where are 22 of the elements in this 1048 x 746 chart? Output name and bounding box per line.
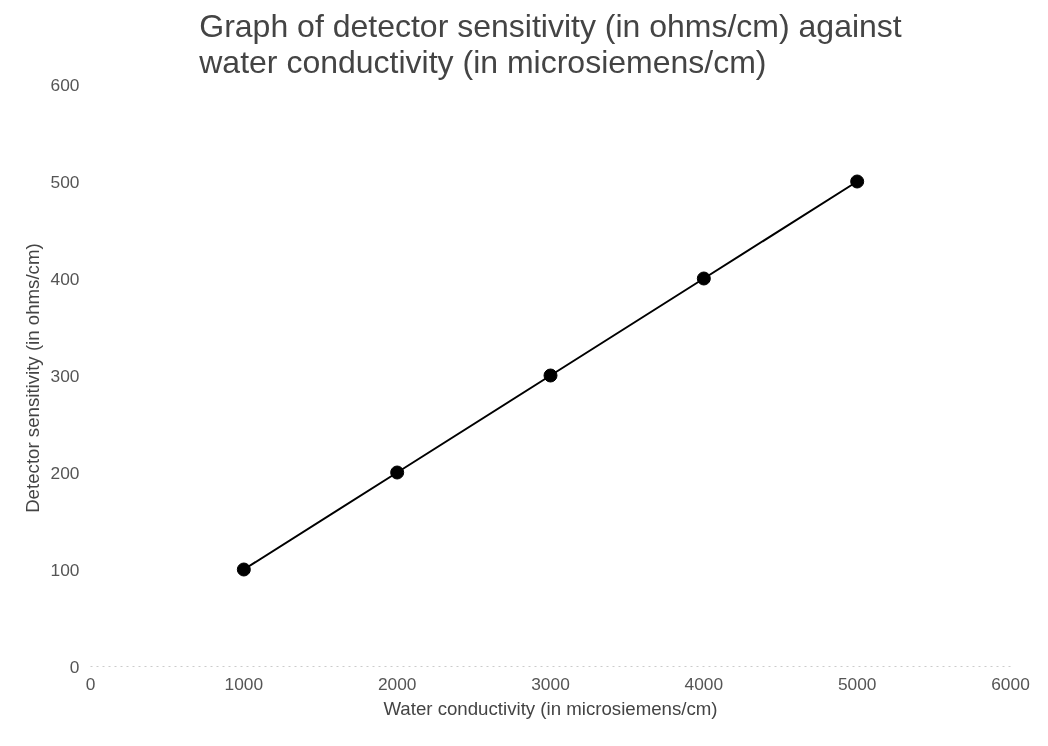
x-tick-label: 5000	[837, 673, 877, 694]
y-tick-label: 600	[50, 74, 80, 95]
chart-title: Graph of detector sensitivity (in ohms/cm) against water conductivity (in microsiemens/cm)	[198, 7, 902, 80]
x-tick-label: 0	[85, 673, 96, 694]
x-tick-label: 1000	[224, 673, 264, 694]
y-tick-label: 500	[50, 171, 80, 192]
y-tick-label: 200	[50, 462, 80, 483]
point	[390, 465, 405, 480]
x-tick-label: 4000	[684, 673, 724, 694]
point	[696, 271, 711, 286]
y-tick-label: 0	[69, 656, 80, 677]
x-tick-label: 6000	[991, 673, 1030, 694]
point	[236, 562, 251, 577]
y-tick-label: 300	[50, 365, 80, 386]
x-axis-title: Water conductivity (in microsiemens/cm)	[383, 697, 718, 719]
y-tick-label: 100	[50, 559, 80, 580]
x-tick-label: 3000	[531, 673, 570, 694]
y-tick-label: 400	[50, 268, 80, 289]
point	[850, 174, 865, 189]
point	[543, 368, 558, 383]
y-axis-title: Detector sensitivity (in ohms/cm)	[21, 243, 43, 513]
x-tick-label: 2000	[377, 673, 417, 694]
